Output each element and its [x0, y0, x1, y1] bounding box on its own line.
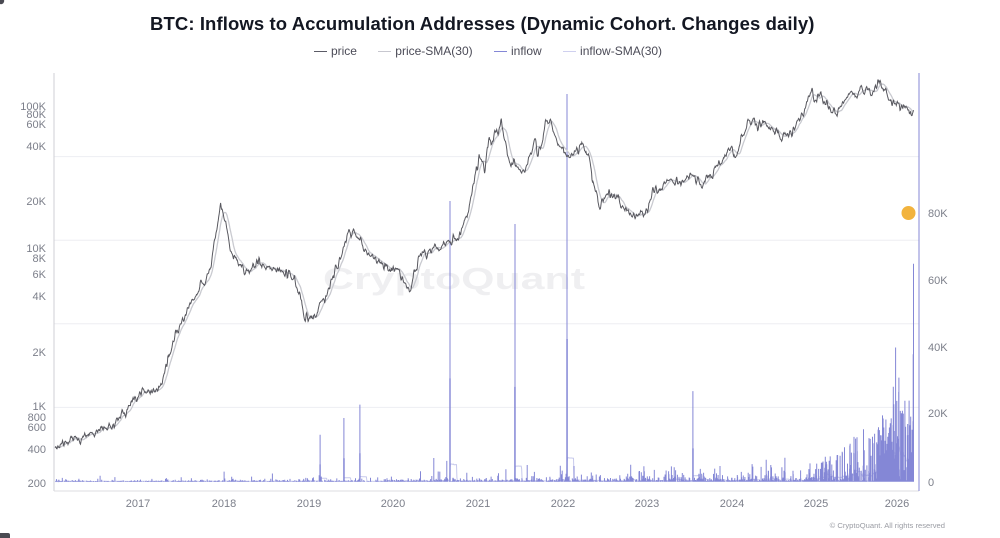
svg-text:CryptoQuant: CryptoQuant — [323, 261, 585, 296]
